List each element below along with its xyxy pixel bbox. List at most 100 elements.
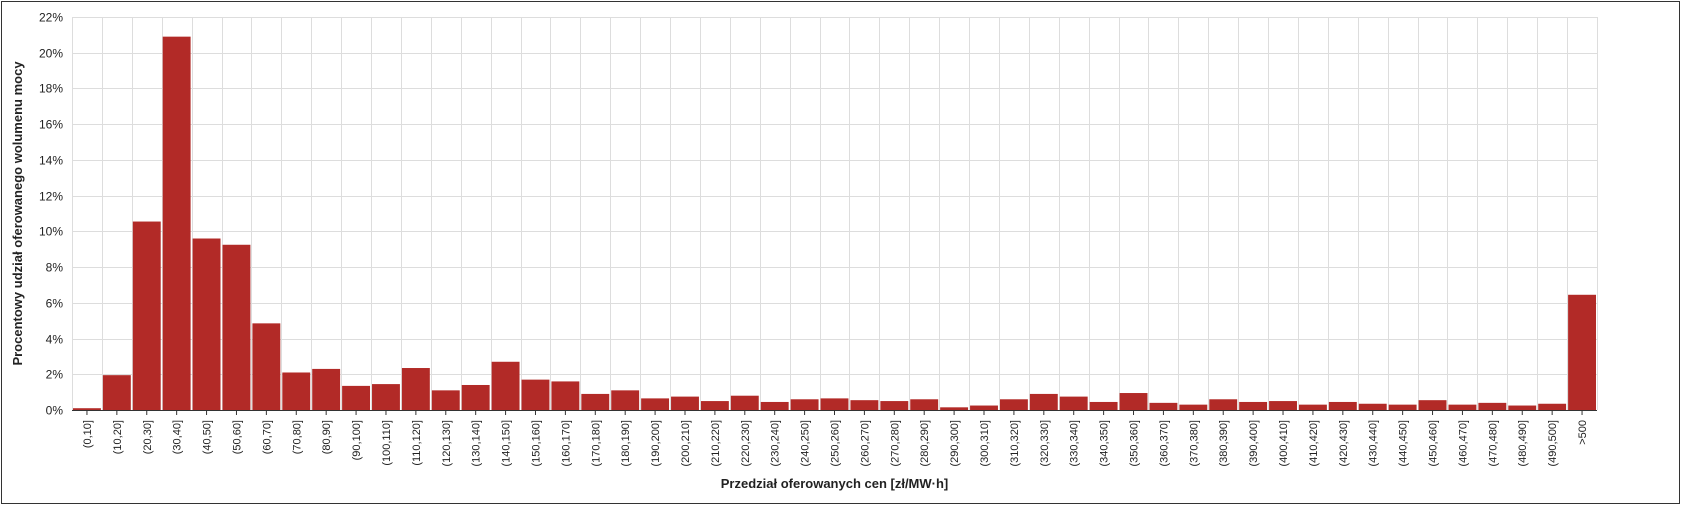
bar xyxy=(461,384,490,410)
x-tick-label: (80,90] xyxy=(321,420,333,454)
x-tick-label: (280,290] xyxy=(919,420,931,466)
x-tick-label: (420,430] xyxy=(1338,420,1350,466)
x-tick-label: (140,150] xyxy=(501,420,513,466)
bar xyxy=(1059,396,1088,410)
bar xyxy=(401,368,430,410)
y-tick-label: 22% xyxy=(39,11,63,25)
bar xyxy=(551,381,580,410)
bar xyxy=(1298,404,1327,410)
x-tick-label: (40,50] xyxy=(202,420,214,454)
x-tick-label: (460,470] xyxy=(1457,420,1469,466)
y-tick-label: 10% xyxy=(39,225,63,239)
bar xyxy=(910,399,939,410)
x-tick-label: (0,10] xyxy=(82,420,94,448)
y-tick-label: 4% xyxy=(46,333,64,347)
y-axis-label: Procentowy udział oferowanego wolumenu m… xyxy=(10,61,25,366)
x-tick-label: (120,130] xyxy=(441,420,453,466)
x-tick-label: (200,210] xyxy=(680,420,692,466)
y-tick-label: 8% xyxy=(46,261,64,275)
x-tick-label: (50,60] xyxy=(231,420,243,454)
bar xyxy=(1179,404,1208,410)
x-tick-label: (350,360] xyxy=(1129,420,1141,466)
x-tick-label: (470,480] xyxy=(1487,420,1499,466)
x-tick-label: (150,160] xyxy=(530,420,542,466)
y-axis-ticks: 0% 2% 4% 6% 8% 10% 12% 14% 16% 18% 20% 22% xyxy=(39,11,63,418)
x-tick-label: (320,330] xyxy=(1039,420,1051,466)
bar xyxy=(700,401,729,410)
bar xyxy=(1149,402,1178,410)
x-tick-label: (340,350] xyxy=(1099,420,1111,466)
x-tick-label: (410,420] xyxy=(1308,420,1320,466)
x-tick-label: (10,20] xyxy=(112,420,124,454)
x-tick-label: (300,310] xyxy=(979,420,991,466)
bar xyxy=(312,368,341,410)
bar xyxy=(102,375,131,410)
x-tick-label: (90,100] xyxy=(351,420,363,460)
x-tick-label: (310,320] xyxy=(1009,420,1021,466)
x-tick-label: (210,220] xyxy=(710,420,722,466)
bar xyxy=(1269,401,1297,410)
bar xyxy=(1508,405,1537,410)
y-tick-label: 12% xyxy=(39,190,63,204)
x-tick-label: (190,200] xyxy=(650,420,662,466)
x-axis-ticks: (0,10] (10,20] (20,30] (30,40] (40,50] (50,60… xyxy=(82,410,1589,466)
bar xyxy=(820,398,849,410)
bar xyxy=(132,221,161,410)
x-tick-label: (110,120] xyxy=(411,420,423,466)
x-tick-label: (130,140] xyxy=(471,420,483,466)
x-tick-label: (440,450] xyxy=(1398,420,1410,466)
bar xyxy=(940,407,969,410)
x-tick-label: (170,180] xyxy=(590,420,602,466)
y-tick-label: 14% xyxy=(39,154,63,168)
x-tick-label: (220,230] xyxy=(740,420,752,466)
y-tick-label: 16% xyxy=(39,118,63,132)
bar xyxy=(1448,404,1477,410)
bar xyxy=(880,401,909,410)
bar xyxy=(521,379,550,410)
x-tick-label: (390,400] xyxy=(1248,420,1260,466)
x-tick-label: (160,170] xyxy=(560,420,572,466)
x-tick-label: (230,240] xyxy=(770,420,782,466)
bar xyxy=(1568,294,1596,410)
bar xyxy=(1029,393,1058,410)
x-tick-label: (70,80] xyxy=(291,420,303,454)
x-tick-label: (250,260] xyxy=(830,420,842,466)
bar xyxy=(611,390,640,410)
bars xyxy=(73,36,1596,411)
bar xyxy=(730,395,759,410)
bar xyxy=(222,244,251,410)
bar xyxy=(970,405,998,410)
bar xyxy=(1328,401,1357,410)
x-tick-label: (100,110] xyxy=(381,420,393,466)
bar xyxy=(671,396,699,410)
bar xyxy=(431,390,460,410)
bar xyxy=(790,399,819,410)
x-axis-label: Przedział oferowanych cen [zł/MW·h] xyxy=(721,476,949,491)
bar xyxy=(1119,393,1148,410)
x-tick-label: (330,340] xyxy=(1069,420,1081,466)
x-tick-label: (270,280] xyxy=(889,420,901,466)
bar xyxy=(491,361,520,410)
x-tick-label: >500 xyxy=(1577,420,1589,445)
y-tick-label: 20% xyxy=(39,47,63,61)
bar xyxy=(162,36,191,411)
bar xyxy=(1358,403,1387,410)
x-tick-label: (490,500] xyxy=(1547,420,1559,466)
x-tick-label: (360,370] xyxy=(1158,420,1170,466)
x-tick-label: (30,40] xyxy=(172,420,184,454)
y-tick-label: 2% xyxy=(46,368,64,382)
bar xyxy=(760,401,789,410)
x-tick-label: (370,380] xyxy=(1188,420,1200,466)
bar xyxy=(372,384,400,410)
bar xyxy=(192,238,221,410)
bar xyxy=(1089,401,1118,410)
bar xyxy=(1418,400,1447,410)
x-tick-label: (450,460] xyxy=(1428,420,1440,466)
bar xyxy=(1538,403,1567,410)
y-tick-label: 18% xyxy=(39,82,63,96)
x-tick-label: (60,70] xyxy=(261,420,273,454)
bar xyxy=(1209,399,1238,410)
x-tick-label: (180,190] xyxy=(620,420,632,466)
